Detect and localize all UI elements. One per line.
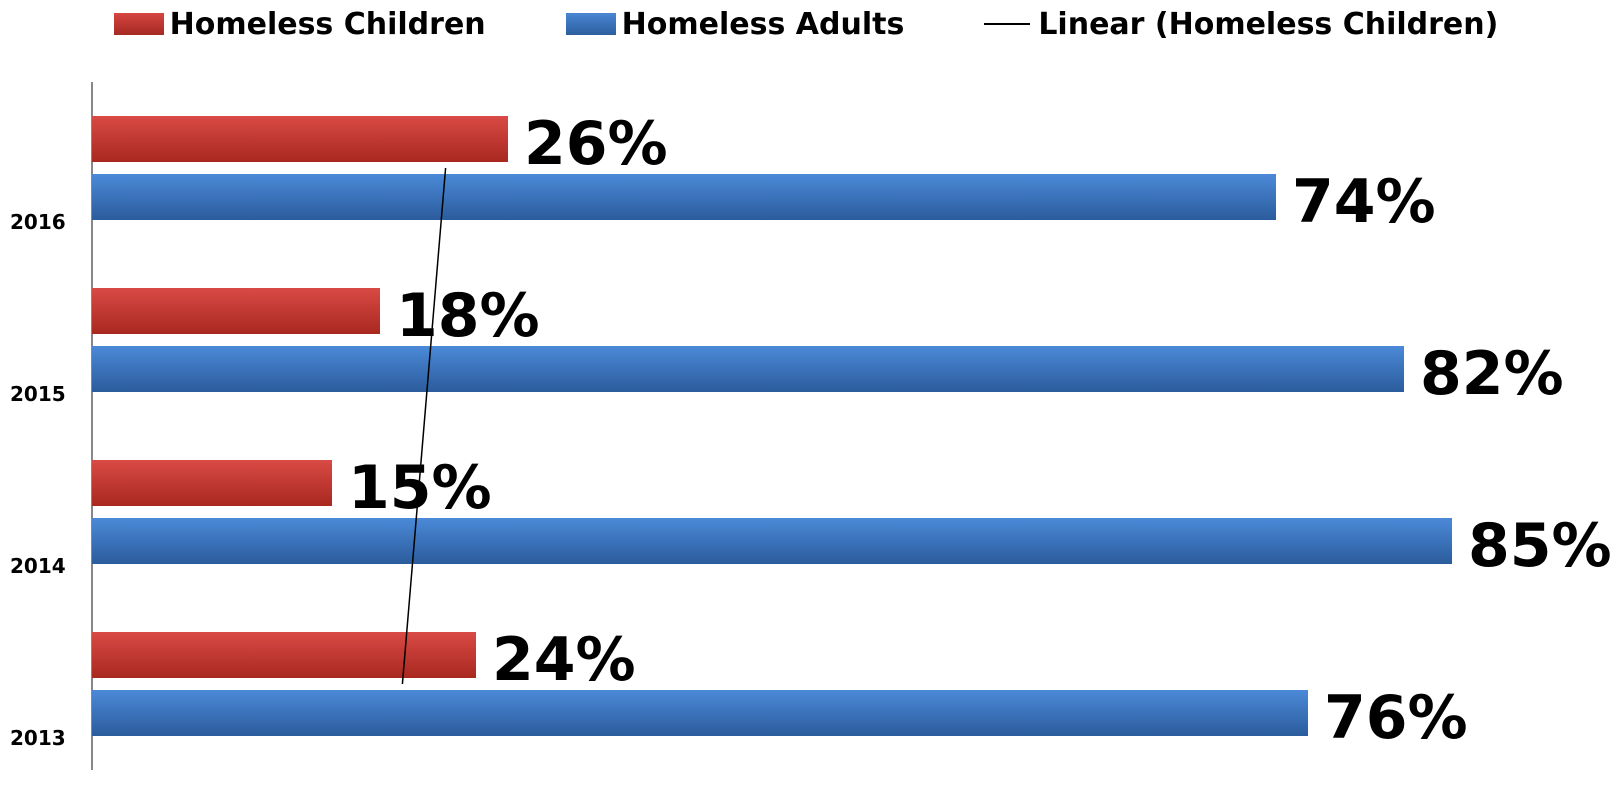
data-label: 24% <box>492 625 636 695</box>
category-label: 2016 <box>10 210 66 234</box>
bar-homeless-children <box>92 288 380 334</box>
category-label: 2014 <box>10 554 66 578</box>
bar-homeless-children <box>92 632 476 678</box>
data-label: 26% <box>524 109 668 179</box>
bar-homeless-adults <box>92 346 1404 392</box>
data-label: 76% <box>1324 683 1468 753</box>
bar-homeless-adults <box>92 174 1276 220</box>
bar-homeless-children <box>92 116 508 162</box>
trendline <box>402 168 445 684</box>
data-label: 85% <box>1468 511 1612 581</box>
data-label: 74% <box>1292 167 1436 237</box>
data-label: 82% <box>1420 339 1564 409</box>
category-label: 2013 <box>10 726 66 750</box>
data-label: 18% <box>396 281 540 351</box>
bar-homeless-adults <box>92 690 1308 736</box>
bar-homeless-children <box>92 460 332 506</box>
data-label: 15% <box>348 453 492 523</box>
bar-homeless-adults <box>92 518 1452 564</box>
category-label: 2015 <box>10 382 66 406</box>
